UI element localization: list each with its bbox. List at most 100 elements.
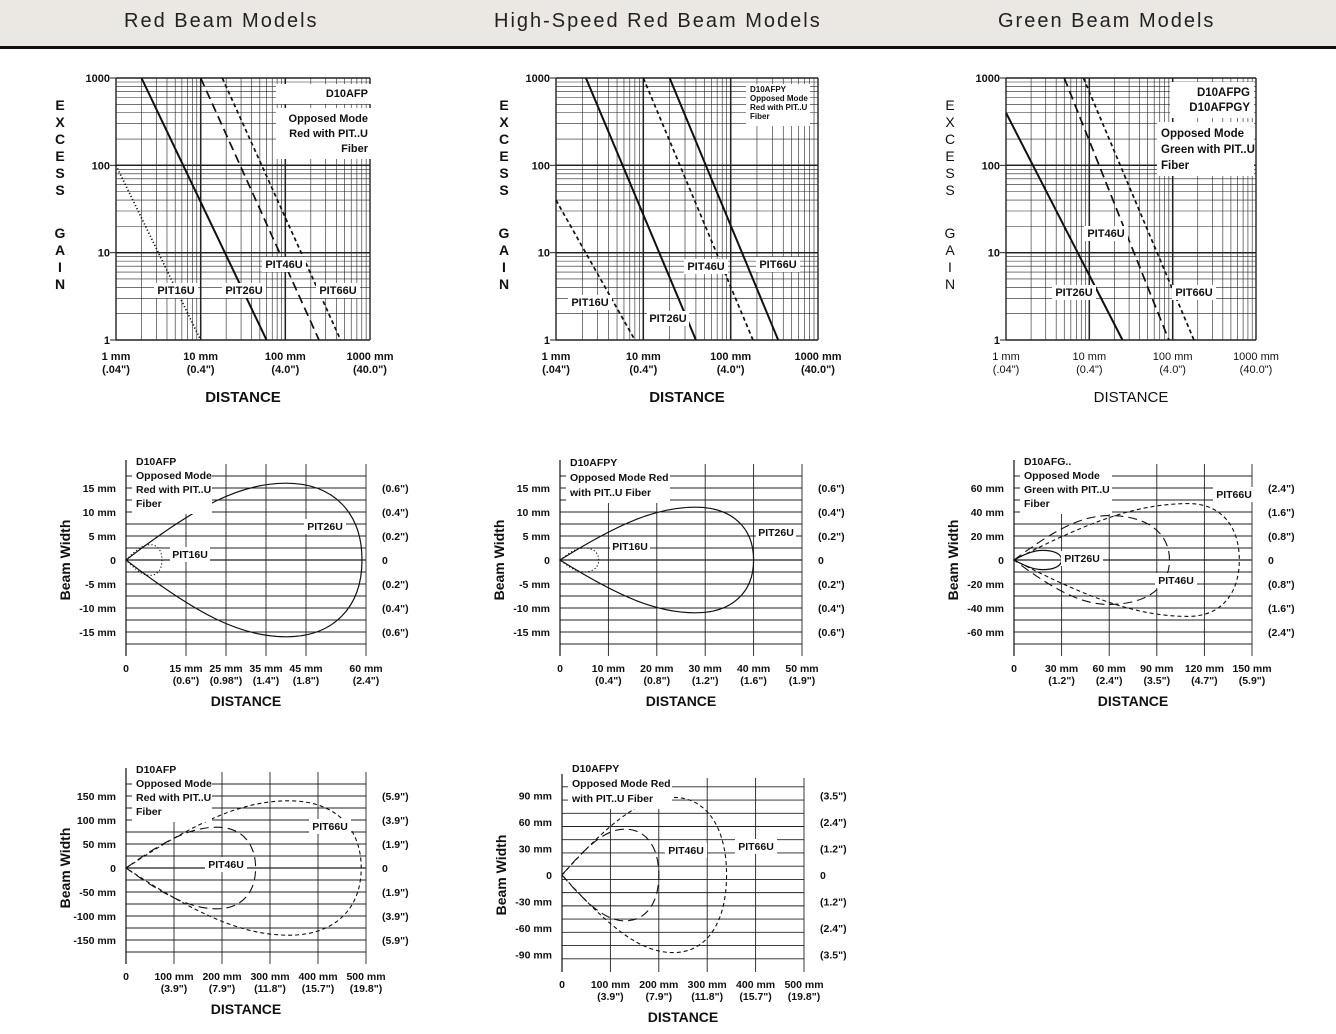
x-tick-sublabel: (.04") — [542, 364, 570, 376]
x-tick-label: 1000 mm — [1233, 351, 1279, 363]
y-tick-right-label: 0 — [382, 863, 388, 875]
y-tick-right-label: (1.9") — [382, 839, 409, 851]
y-tick-right-label: 0 — [1268, 555, 1274, 567]
x-tick-label: 10 mm — [1073, 351, 1107, 363]
annotation-line: Red with PIT..U — [289, 128, 368, 140]
beam-green-grid — [1014, 464, 1253, 656]
y-tick-right-label: (3.5") — [820, 791, 847, 803]
annotation-line: Fiber — [136, 806, 162, 818]
y-tick-label: -5 mm — [85, 579, 116, 591]
annotation-line: Opposed Mode — [750, 94, 808, 103]
gain-hs-grid — [555, 77, 819, 341]
y-tick-right-label: (5.9") — [382, 935, 409, 947]
x-tick-label: 25 mm — [209, 663, 242, 675]
y-tick-right-label: 0 — [818, 555, 824, 567]
y-axis-label-letter: C — [55, 131, 65, 147]
annotation-line: Opposed Mode — [289, 113, 368, 125]
x-tick-label: 40 mm — [737, 663, 770, 675]
annotation-line: Fiber — [1161, 160, 1190, 172]
x-tick-sublabel: (3.5") — [1144, 675, 1171, 687]
gain-hs-chart: 1 10 100 1000 1 mm(.04") 10 mm(0.4") 100 mm(4.… — [499, 73, 842, 406]
x-axis-label: DISTANCE — [648, 1009, 719, 1025]
x-tick-label: 100 mm — [1153, 351, 1193, 363]
x-tick-label: 500 mm — [346, 971, 385, 983]
beam-lobe-pit26u — [125, 482, 363, 638]
series-line-pit46u — [1063, 77, 1170, 341]
x-tick-label: 20 mm — [640, 663, 673, 675]
series-label-box — [262, 257, 306, 272]
beam-lobe-pit66u — [561, 796, 728, 954]
x-tick-label: 1 mm — [992, 351, 1020, 363]
y-tick-label: 150 mm — [77, 791, 116, 803]
x-tick-sublabel: (0.4") — [187, 364, 215, 376]
series-label: PIT26U — [649, 313, 686, 325]
y-tick-right-label: (2.4") — [820, 817, 847, 829]
x-axis-label: DISTANCE — [1094, 389, 1169, 406]
annotation-line: Fiber — [341, 143, 369, 155]
y-tick-label: 30 mm — [519, 844, 552, 856]
x-tick-label: 10 mm — [626, 351, 661, 363]
series-label: PIT16U — [157, 285, 194, 297]
series-label-box — [304, 519, 346, 534]
y-tick-right-label: 0 — [382, 555, 388, 567]
y-tick-right-label: (5.9") — [382, 791, 409, 803]
annotation-line: Fiber — [136, 498, 162, 510]
y-tick-label: 5 mm — [523, 531, 550, 543]
annotation-line: Green with PIT..U — [1024, 484, 1110, 496]
y-tick-right-label: (0.4") — [382, 507, 409, 519]
annotation-line: with PIT..U Fiber — [569, 487, 651, 499]
annotation-line: Opposed Mode — [136, 470, 212, 482]
y-tick-label: 60 mm — [971, 483, 1004, 495]
series-label: PIT46U — [265, 259, 302, 271]
y-tick-label: 1 — [994, 335, 1000, 347]
y-tick-label: 100 mm — [77, 815, 116, 827]
x-tick-sublabel: (19.8") — [788, 991, 820, 1003]
x-tick-sublabel: (2.4") — [1096, 675, 1123, 687]
x-tick-sublabel: (40.0") — [353, 364, 387, 376]
annotation-line: with PIT..U Fiber — [571, 793, 653, 805]
series-label: PIT26U — [1055, 287, 1092, 299]
x-tick-label: 1000 mm — [794, 351, 841, 363]
x-axis-label: DISTANCE — [649, 389, 725, 406]
y-tick-right-label: (0.8") — [1268, 579, 1295, 591]
y-tick-label: 10 — [538, 248, 550, 260]
y-tick-label: 15 mm — [83, 483, 116, 495]
x-tick-sublabel: (0.4") — [629, 364, 657, 376]
series-label: PIT66U — [759, 259, 796, 271]
series-label-box — [1213, 487, 1255, 502]
y-tick-right-label: (1.2") — [820, 844, 847, 856]
x-tick-label: 1000 mm — [346, 351, 393, 363]
annotation-line: D10AFPY — [572, 763, 619, 775]
annotation-line: Opposed Mode Red — [570, 472, 669, 484]
y-tick-label: 1000 — [976, 73, 1000, 85]
x-tick-sublabel: (0.6") — [173, 675, 200, 687]
y-tick-label: 100 — [532, 160, 550, 172]
series-label: PIT66U — [319, 285, 356, 297]
series-label: PIT16U — [172, 549, 208, 561]
x-tick-label: 0 — [1011, 663, 1017, 675]
beam-red-2-chart: 150 mm (5.9")100 mm (3.9")50 mm (1.9")0 0-50… — [57, 760, 409, 1017]
y-axis-label-letter: X — [499, 114, 509, 130]
y-tick-label: -15 mm — [79, 627, 116, 639]
y-tick-label: 50 mm — [83, 839, 116, 851]
x-tick-label: 100 mm — [265, 351, 306, 363]
annotation-line: Opposed Mode — [1161, 128, 1244, 140]
y-tick-right-label: 0 — [820, 870, 826, 882]
y-tick-right-label: (3.9") — [382, 815, 409, 827]
series-line-pit46u — [642, 77, 754, 341]
x-tick-sublabel: (3.9") — [161, 983, 188, 995]
beam-lobe-pit26u — [558, 506, 755, 614]
x-tick-label: 0 — [559, 979, 565, 991]
y-axis-label-letter: A — [499, 242, 509, 258]
beam-hs-2-grid — [562, 778, 805, 972]
y-tick-label: 100 — [982, 160, 1000, 172]
x-tick-sublabel: (40.0") — [801, 364, 835, 376]
x-tick-sublabel: (4.7") — [1191, 675, 1218, 687]
y-tick-label: -90 mm — [515, 949, 552, 961]
x-tick-sublabel: (0.98") — [210, 675, 242, 687]
series-label: PIT66U — [1175, 287, 1212, 299]
x-tick-sublabel: (.04") — [993, 364, 1020, 376]
y-axis-label-letter: N — [55, 276, 65, 292]
x-tick-label: 0 — [557, 663, 563, 675]
x-tick-sublabel: (40.0") — [1240, 364, 1273, 376]
